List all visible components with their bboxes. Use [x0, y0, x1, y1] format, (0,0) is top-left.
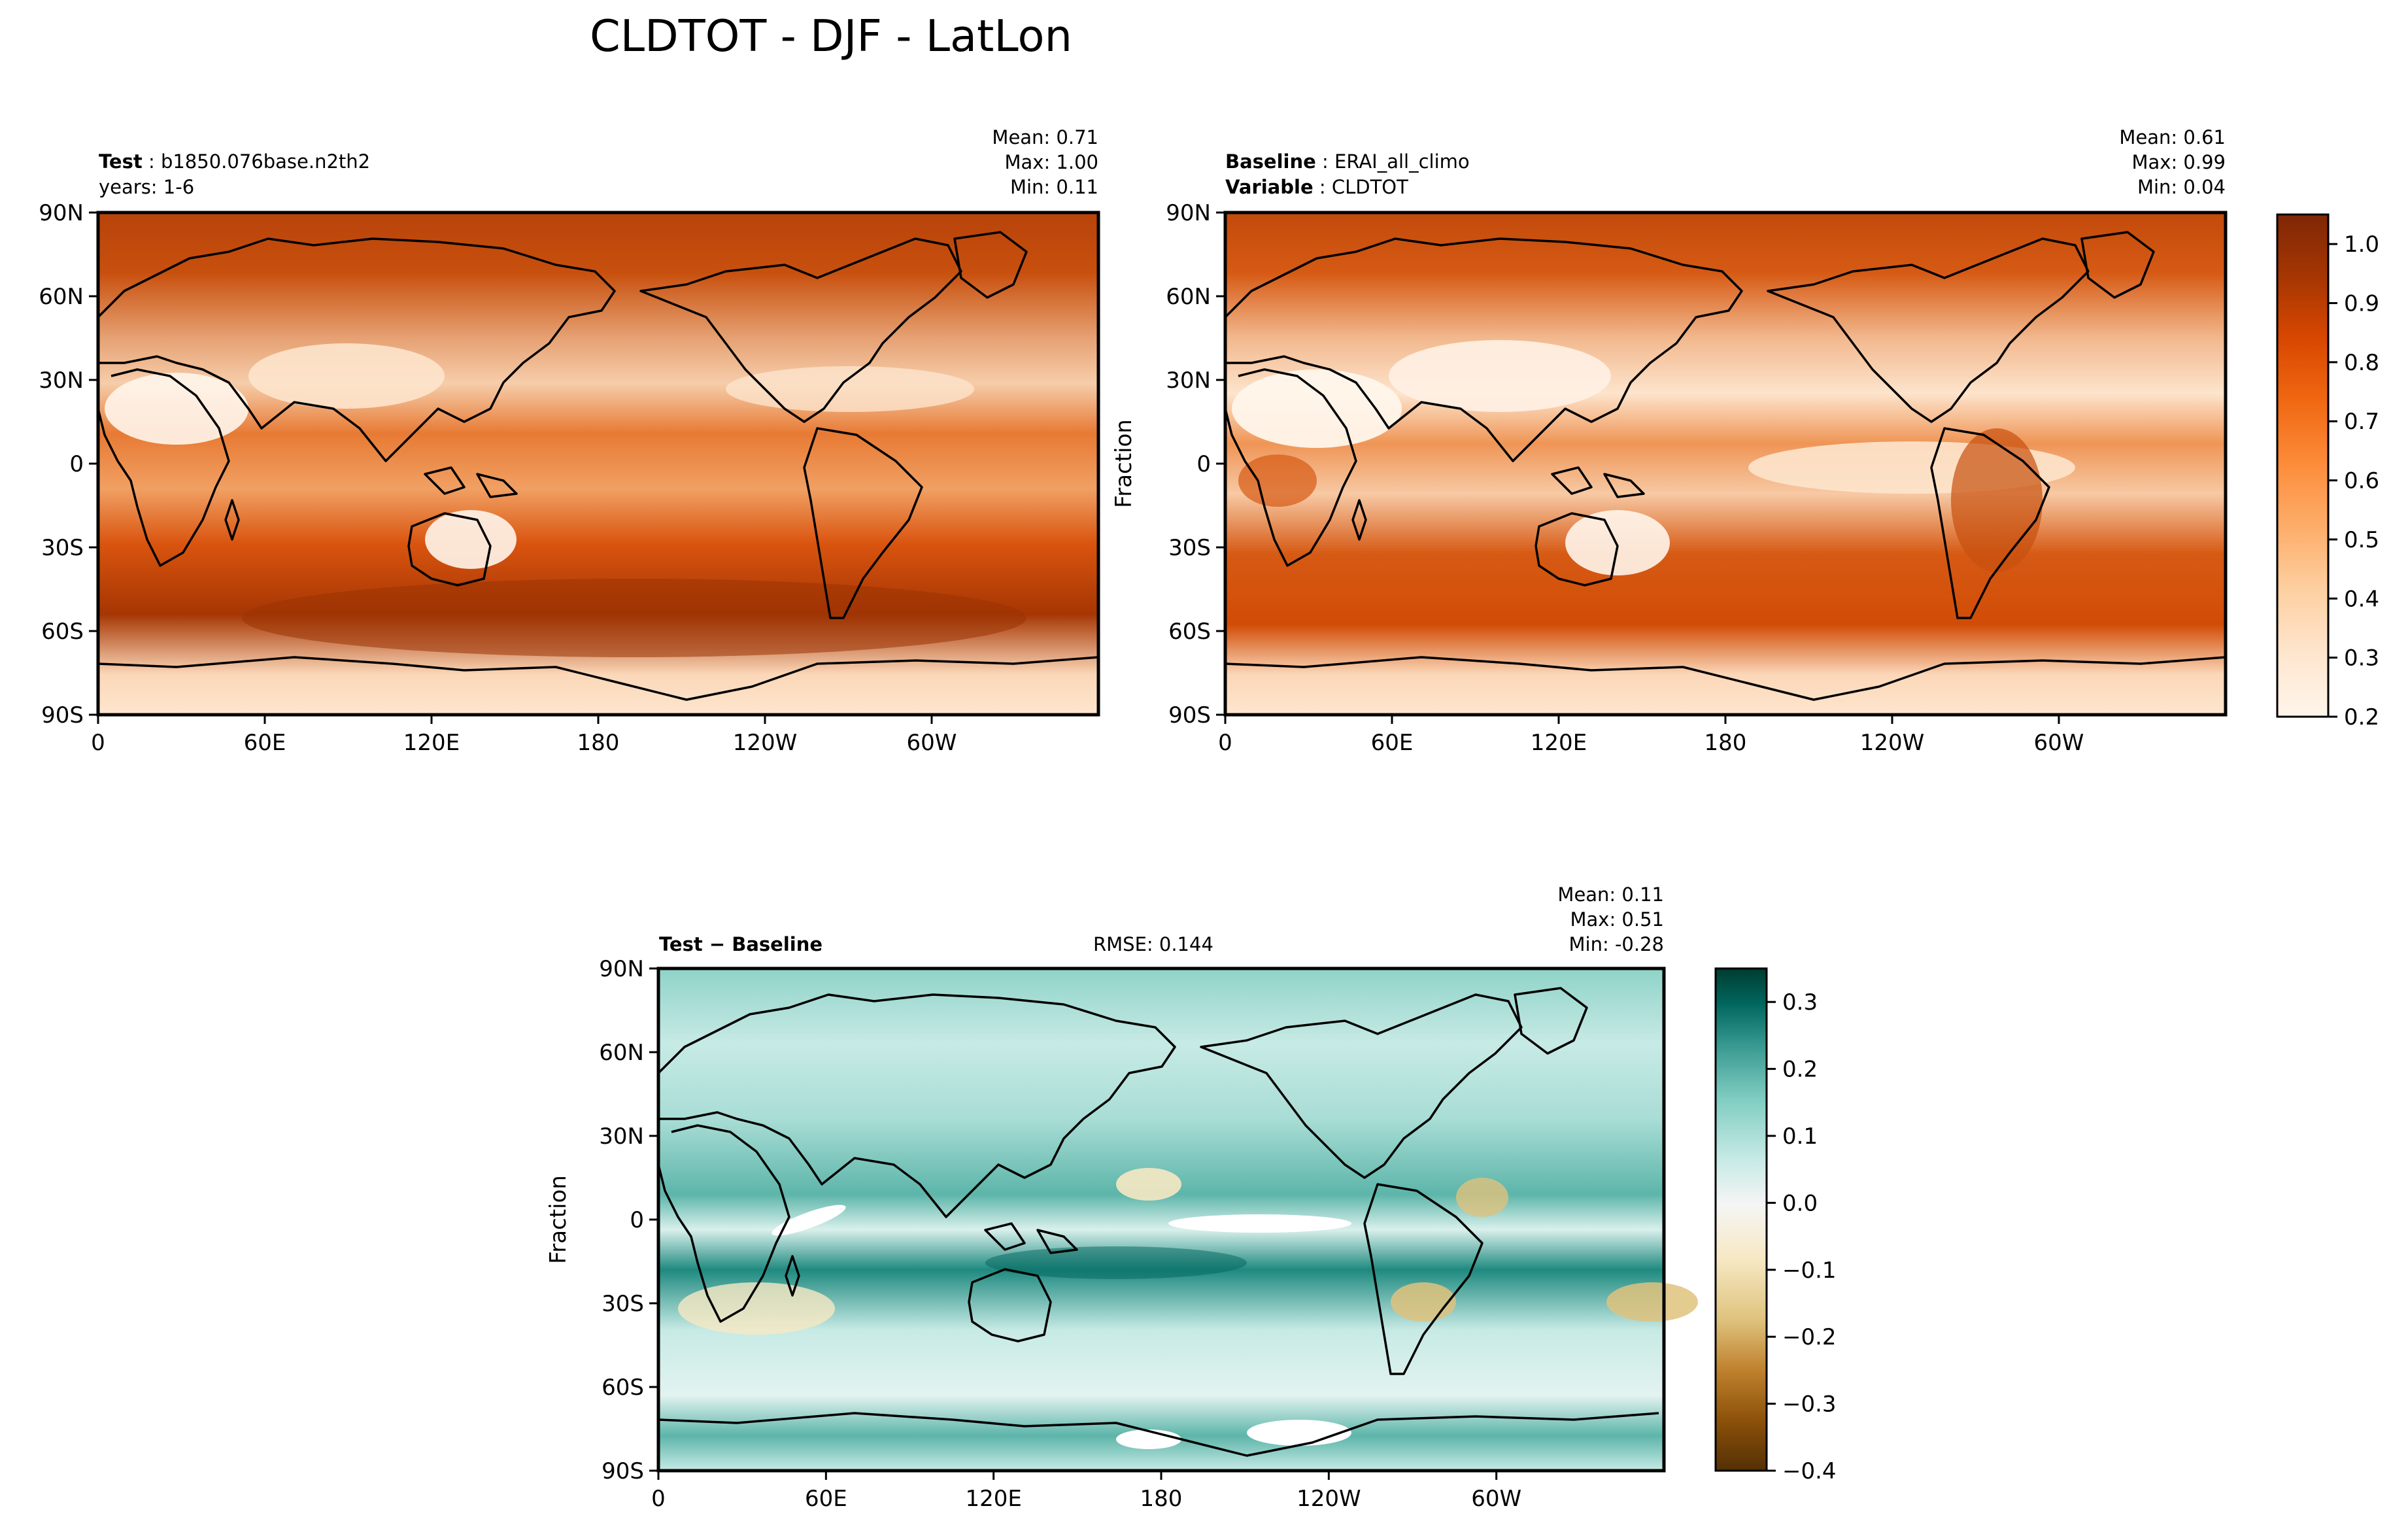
svg-text:Baseline : ERAI_all_climo: Baseline : ERAI_all_climo [1225, 150, 1470, 173]
colorbar-tick-label: −0.1 [1782, 1258, 1837, 1284]
x-tick-label: 60E [244, 730, 286, 756]
y-tick-label: 60S [41, 619, 84, 645]
baseline-colorbar: 1.0 0.9 0.8 0.7 0.6 0.5 0.4 0.3 0.2 [2276, 213, 2379, 730]
y-tick-label: 30S [41, 535, 84, 561]
y-tick-label: 90S [1168, 702, 1211, 728]
x-tick-label: 180 [1704, 730, 1747, 756]
diff-ylabel: Fraction [545, 1175, 571, 1264]
y-tick-label: 90N [599, 956, 644, 982]
baseline-map [1223, 211, 2228, 717]
y-tick-label: 90N [39, 200, 84, 226]
x-tick-label: 0 [91, 730, 105, 756]
colorbar-tick-label: 0.5 [2344, 527, 2379, 553]
diff-stat-max: Max: 0.51 [1570, 908, 1664, 931]
x-tick-label: 60W [2034, 730, 2084, 756]
diff-colorbar: 0.3 0.2 0.1 0.0 −0.1 −0.2 −0.3 −0.4 [1714, 967, 1837, 1484]
y-tick-label: 30S [602, 1291, 644, 1317]
test-stat-max: Max: 1.00 [1004, 151, 1098, 173]
test-x-ticks: 0 60E 120E 180 120W 60W [91, 715, 957, 756]
diff-stat-min: Min: -0.28 [1569, 933, 1664, 955]
test-years: years: 1-6 [99, 176, 194, 198]
colorbar-tick-label: 0.9 [2344, 291, 2379, 317]
colorbar-tick-label: −0.2 [1782, 1324, 1837, 1350]
baseline-stat-max: Max: 0.99 [2131, 151, 2226, 173]
diff-y-ticks: 90N 60N 30N 0 30S 60S 90S [599, 956, 658, 1484]
panel-baseline: Baseline : ERAI_all_climo Variable : CLD… [1111, 126, 2379, 756]
x-tick-label: 120W [733, 730, 798, 756]
colorbar-tick-label: 0.3 [2344, 645, 2379, 672]
x-tick-label: 0 [1218, 730, 1232, 756]
x-tick-label: 120E [403, 730, 460, 756]
colorbar-tick-label: 0.1 [1782, 1123, 1818, 1150]
y-tick-label: 0 [69, 451, 84, 477]
y-tick-label: 60N [1166, 284, 1211, 310]
baseline-stat-mean: Mean: 0.61 [2119, 126, 2226, 148]
x-tick-label: 60E [805, 1486, 847, 1512]
y-tick-label: 90S [602, 1458, 644, 1484]
x-tick-label: 60W [1471, 1486, 1521, 1512]
x-tick-label: 120E [965, 1486, 1021, 1512]
x-tick-label: 180 [1140, 1486, 1183, 1512]
x-tick-label: 60E [1371, 730, 1414, 756]
colorbar-tick-label: 0.4 [2344, 586, 2379, 612]
panel-test: Test : b1850.076base.n2th2 years: 1-6 Me… [39, 126, 1100, 756]
colorbar-tick-label: −0.3 [1782, 1392, 1837, 1418]
x-tick-label: 120E [1531, 730, 1587, 756]
diff-rmse: RMSE: 0.144 [1093, 933, 1213, 955]
figure-title: CLDTOT - DJF - LatLon [590, 10, 1072, 61]
colorbar-tick-label: 1.0 [2344, 231, 2379, 258]
baseline-label-value: ERAI_all_climo [1334, 150, 1470, 173]
variable-label-bold: Variable [1225, 176, 1314, 198]
colorbar-tick-label: 0.3 [1782, 989, 1818, 1016]
baseline-label-bold: Baseline [1225, 150, 1316, 173]
x-tick-label: 0 [651, 1486, 666, 1512]
y-tick-label: 0 [630, 1207, 644, 1233]
x-tick-label: 60W [907, 730, 957, 756]
colorbar-tick-label: 0.8 [2344, 350, 2379, 376]
colorbar-tick-label: 0.6 [2344, 468, 2379, 494]
panel-difference: Test − Baseline RMSE: 0.144 Mean: 0.11 M… [545, 883, 1837, 1512]
test-map [96, 211, 1100, 717]
colorbar-tick-label: 0.7 [2344, 409, 2379, 435]
x-tick-label: 120W [1860, 730, 1925, 756]
colorbar-tick-label: 0.0 [1782, 1190, 1818, 1216]
y-tick-label: 0 [1196, 451, 1211, 477]
test-label-value: b1850.076base.n2th2 [161, 150, 370, 173]
y-tick-label: 90S [41, 702, 84, 728]
y-tick-label: 60S [1168, 619, 1211, 645]
y-tick-label: 60S [602, 1375, 644, 1401]
test-y-ticks: 90N 60N 30N 0 30S 60S 90S [39, 200, 98, 728]
diff-x-ticks: 0 60E 120E 180 120W 60W [651, 1471, 1521, 1512]
diff-stat-mean: Mean: 0.11 [1557, 883, 1664, 906]
diff-label: Test − Baseline [659, 933, 822, 955]
difference-map [656, 967, 1698, 1473]
y-tick-label: 30S [1168, 535, 1211, 561]
x-tick-label: 120W [1297, 1486, 1361, 1512]
svg-text:Test : b1850.076base.n2th2: Test : b1850.076base.n2th2 [99, 150, 370, 173]
variable-label-value: CLDTOT [1332, 176, 1408, 198]
x-tick-label: 180 [577, 730, 620, 756]
y-tick-label: 60N [39, 284, 84, 310]
baseline-y-ticks: 90N 60N 30N 0 30S 60S 90S [1166, 200, 1225, 728]
y-tick-label: 60N [599, 1040, 644, 1066]
y-tick-label: 30N [599, 1123, 644, 1150]
colorbar-tick-label: 0.2 [2344, 704, 2379, 730]
y-tick-label: 30N [1166, 368, 1211, 394]
y-tick-label: 30N [39, 368, 84, 394]
test-label-bold: Test [99, 150, 143, 173]
colorbar-tick-label: −0.4 [1782, 1458, 1837, 1484]
test-stat-min: Min: 0.11 [1010, 176, 1098, 198]
baseline-ylabel: Fraction [1111, 419, 1137, 508]
test-stat-mean: Mean: 0.71 [992, 126, 1098, 148]
baseline-x-ticks: 0 60E 120E 180 120W 60W [1218, 715, 2084, 756]
y-tick-label: 90N [1166, 200, 1211, 226]
baseline-stat-min: Min: 0.04 [2137, 176, 2226, 198]
svg-text:Variable : CLDTOT: Variable : CLDTOT [1225, 176, 1408, 198]
colorbar-tick-label: 0.2 [1782, 1057, 1818, 1083]
